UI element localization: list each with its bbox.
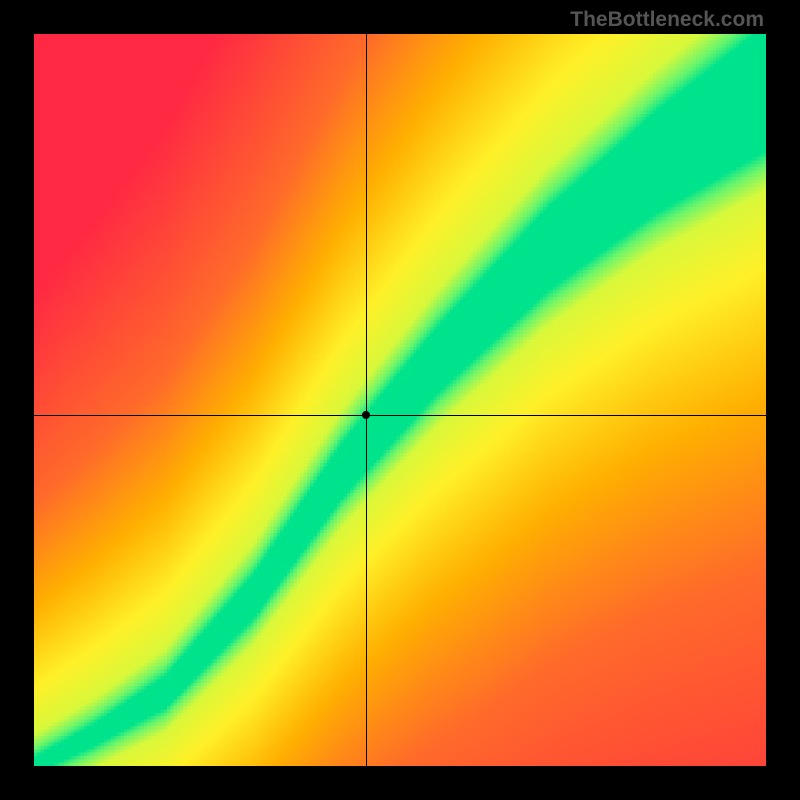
crosshair-vertical (366, 34, 367, 766)
crosshair-point (362, 411, 370, 419)
watermark-text: TheBottleneck.com (570, 8, 764, 32)
heatmap-plot-area (34, 34, 766, 766)
crosshair-horizontal (34, 415, 766, 416)
heatmap-canvas (34, 34, 766, 766)
